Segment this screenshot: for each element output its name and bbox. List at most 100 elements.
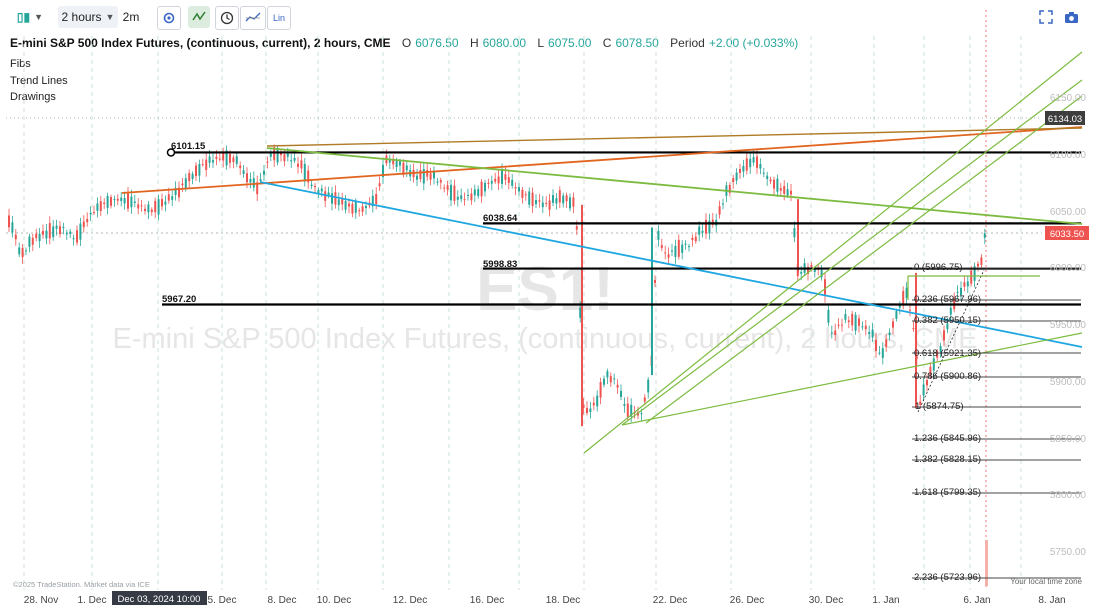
time-cursor-tag: [112, 591, 207, 605]
compare-button[interactable]: [240, 6, 266, 30]
candle-body: [592, 402, 595, 406]
candle-body: [76, 230, 78, 243]
candle-body: [55, 225, 58, 229]
candle-body: [426, 169, 429, 177]
symbol-legend: E-mini S&P 500 Index Futures, (continuou…: [10, 36, 798, 50]
time-axis[interactable]: 28. Nov 1. Dec 5. Dec 8. Dec 10. Dec 12.…: [24, 591, 1066, 605]
candle-body: [623, 404, 626, 406]
candle-body: [762, 172, 765, 174]
candle-body: [922, 384, 925, 396]
candle-body: [932, 358, 935, 371]
interval-select[interactable]: 2 hours ▼: [58, 6, 118, 28]
candle-body: [582, 404, 585, 408]
price-tick: 6100.00: [1050, 150, 1087, 161]
candle-body: [222, 153, 225, 161]
price-tick: 5750.00: [1050, 547, 1087, 558]
timezone-label[interactable]: Your local time zone: [1010, 577, 1082, 586]
close-value: 6078.50: [615, 36, 659, 50]
replay-interval-label: 2m: [122, 10, 140, 24]
candle-body: [596, 395, 599, 407]
candle-body: [759, 164, 762, 169]
candle-body: [586, 407, 588, 414]
candle-body: [120, 197, 123, 202]
price-tick: 5900.00: [1050, 377, 1087, 388]
fib-level-label: 0.786 (5900.86): [914, 371, 981, 382]
candle-body: [643, 397, 646, 402]
candle-body: [11, 222, 14, 233]
time-tick: 18. Dec: [546, 595, 580, 605]
trend-line-tan: [266, 127, 1083, 147]
price-tick: 6050.00: [1050, 207, 1087, 218]
price-tag-last: [1045, 226, 1089, 240]
candle-body: [188, 173, 191, 182]
candle-body: [871, 329, 874, 338]
chart-drawings: 0 (5996.75) 0.236 (5967.96) 0.382 (5950.15…: [121, 51, 1083, 583]
clock-button[interactable]: [215, 6, 239, 30]
candle-body: [484, 182, 486, 192]
candle-body: [273, 147, 276, 161]
candle-body: [25, 250, 27, 252]
candle-body: [266, 161, 269, 163]
candle-body: [708, 220, 711, 234]
candle-body: [399, 161, 401, 166]
candle-body: [494, 178, 497, 182]
panel-item-fibs[interactable]: Fibs: [10, 58, 31, 70]
candle-body: [310, 184, 313, 187]
settings-button[interactable]: [157, 6, 181, 30]
chevron-down-icon: ▼: [105, 12, 115, 22]
candle-body: [300, 160, 303, 169]
candle-body: [701, 230, 704, 233]
candle-body: [834, 330, 837, 335]
candle-body: [348, 203, 350, 207]
scale-toggle-button[interactable]: Lin: [267, 6, 291, 30]
time-tick: 16. Dec: [470, 595, 504, 605]
price-axis[interactable]: 6150.00 6100.00 6050.00 6000.00 5950.00 …: [1045, 93, 1089, 558]
time-tick: 1. Jan: [872, 595, 899, 605]
period-label: Period: [670, 36, 705, 50]
candle-body: [620, 390, 622, 397]
candle-body: [810, 264, 813, 267]
snapshot-button[interactable]: [1061, 6, 1081, 28]
candle-body: [463, 199, 466, 201]
candle-body: [919, 401, 922, 405]
candle-body: [722, 203, 724, 205]
candle-body: [375, 193, 378, 205]
fib-level-label: 1.382 (5828.15): [914, 454, 981, 465]
candle-body: [446, 185, 449, 190]
trend-line-orange: [121, 126, 1083, 194]
candle-body: [140, 205, 143, 207]
candle-body: [514, 187, 517, 189]
time-tick: 22. Dec: [653, 595, 687, 605]
candle-body: [249, 178, 252, 183]
candle-body: [18, 247, 21, 255]
candle-body: [824, 279, 826, 297]
candle-body: [307, 170, 310, 183]
open-label: O: [401, 36, 412, 50]
candle-body: [497, 176, 500, 184]
candle-body: [225, 150, 228, 166]
candles-icon: ▯▮: [16, 10, 31, 24]
replay-interval-button[interactable]: 2m: [120, 6, 142, 28]
candle-body: [69, 231, 72, 234]
candle-body: [215, 156, 218, 159]
candle-body: [232, 157, 235, 163]
indicators-button[interactable]: [188, 6, 210, 28]
trend-line-blue: [259, 181, 1083, 348]
fullscreen-button[interactable]: [1036, 6, 1056, 28]
candle-body: [402, 162, 405, 175]
volume-bar: [985, 540, 988, 586]
candle-body: [392, 158, 395, 165]
level-anchor-handle: [166, 148, 176, 157]
candle-body: [130, 196, 133, 208]
candle-body: [864, 325, 867, 330]
candle-body: [956, 291, 959, 293]
panel-item-drawings[interactable]: Drawings: [10, 91, 56, 103]
chart-type-button[interactable]: ▯▮ ▼: [10, 6, 50, 28]
candle-body: [728, 184, 731, 193]
fib-level-label: 0.236 (5967.96): [914, 294, 981, 305]
candle-body: [793, 228, 796, 238]
candle-body: [35, 233, 38, 239]
close-label: C: [602, 36, 612, 50]
candle-body: [201, 164, 204, 166]
